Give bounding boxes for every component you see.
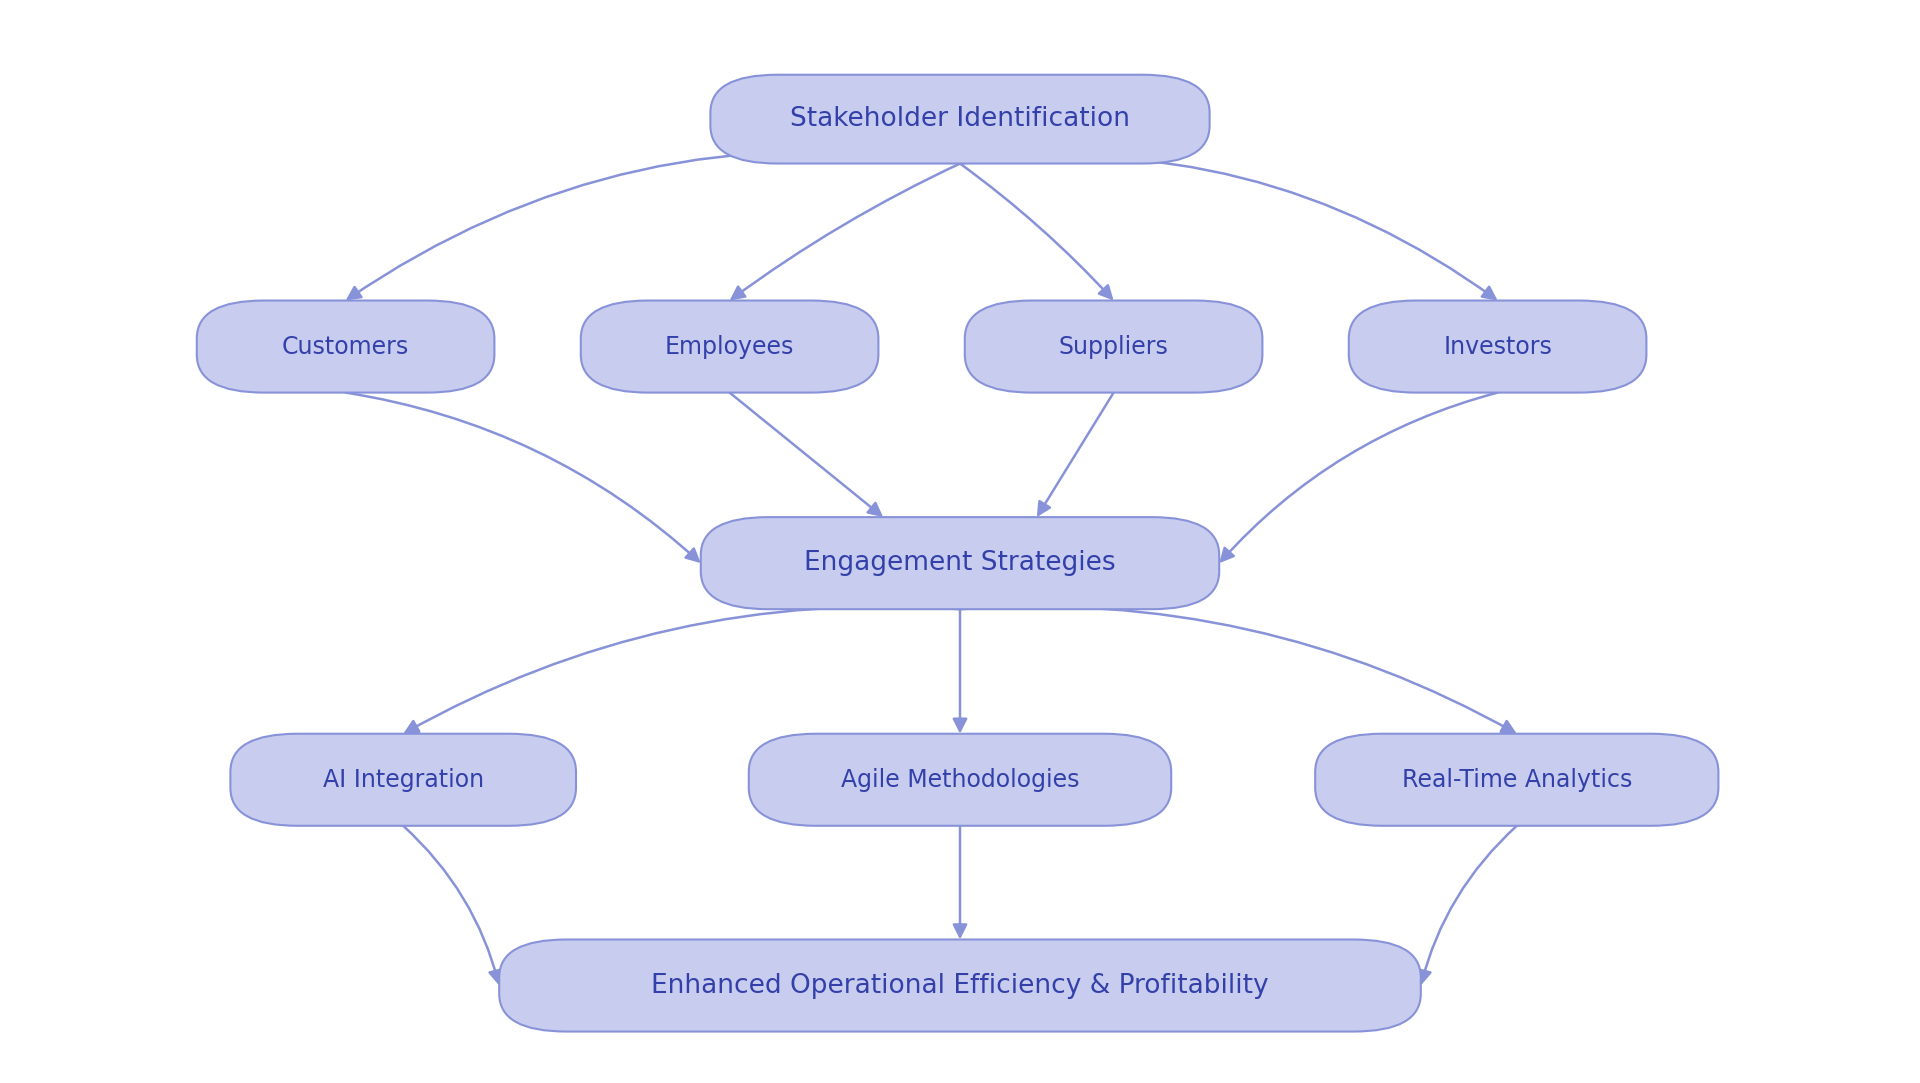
Text: Investors: Investors xyxy=(1444,335,1551,358)
Text: Suppliers: Suppliers xyxy=(1058,335,1169,358)
Text: Real-Time Analytics: Real-Time Analytics xyxy=(1402,768,1632,792)
FancyBboxPatch shape xyxy=(499,939,1421,1031)
FancyBboxPatch shape xyxy=(749,734,1171,825)
FancyBboxPatch shape xyxy=(710,75,1210,164)
FancyBboxPatch shape xyxy=(196,300,495,393)
Text: Enhanced Operational Efficiency & Profitability: Enhanced Operational Efficiency & Profit… xyxy=(651,973,1269,999)
FancyBboxPatch shape xyxy=(230,734,576,825)
Text: Customers: Customers xyxy=(282,335,409,358)
FancyBboxPatch shape xyxy=(1315,734,1718,825)
Text: AI Integration: AI Integration xyxy=(323,768,484,792)
Text: Engagement Strategies: Engagement Strategies xyxy=(804,550,1116,576)
FancyBboxPatch shape xyxy=(701,518,1219,609)
Text: Stakeholder Identification: Stakeholder Identification xyxy=(789,106,1131,132)
FancyBboxPatch shape xyxy=(964,300,1263,393)
FancyBboxPatch shape xyxy=(1348,300,1647,393)
Text: Employees: Employees xyxy=(664,335,795,358)
FancyBboxPatch shape xyxy=(580,300,879,393)
Text: Agile Methodologies: Agile Methodologies xyxy=(841,768,1079,792)
